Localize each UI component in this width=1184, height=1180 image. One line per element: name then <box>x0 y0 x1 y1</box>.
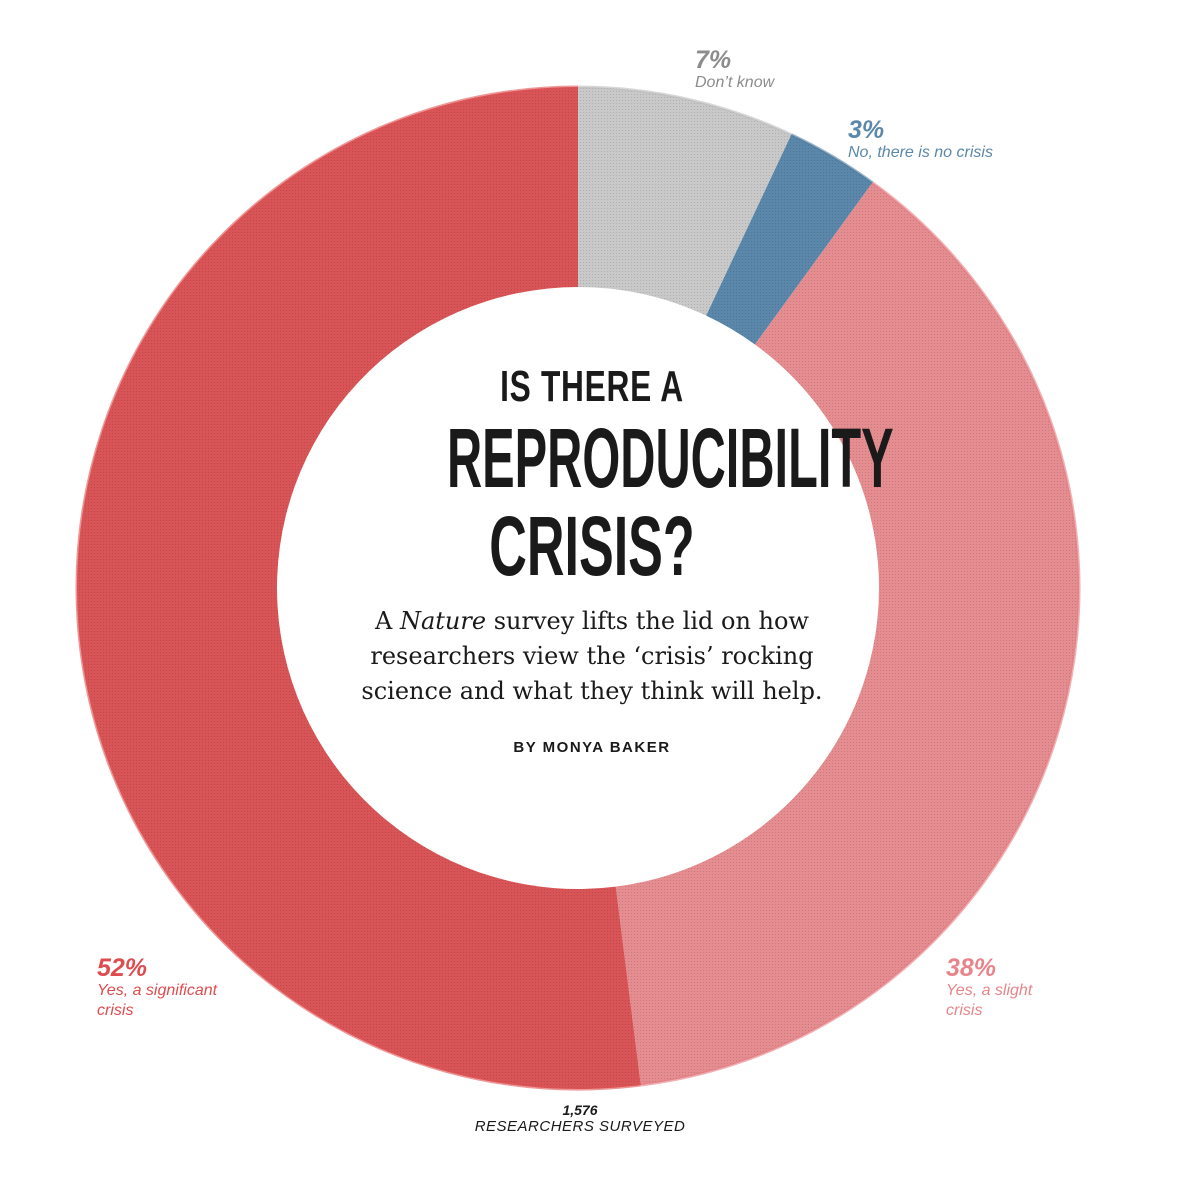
title-line-2: REPRODUCIBILITY <box>447 411 894 505</box>
byline: BY MONYA BAKER <box>513 739 671 756</box>
title-line-3: CRISIS? <box>489 499 695 593</box>
dek-italic: Nature <box>399 607 487 635</box>
no-crisis-text: No, there is no crisis <box>848 144 993 161</box>
dek-prefix: A <box>375 607 400 635</box>
slice-no-crisis-texture <box>706 134 873 345</box>
slice-significant-crisis-texture <box>77 87 641 1089</box>
slight-crisis-percent: 38% <box>946 954 997 982</box>
no-crisis-percent: 3% <box>848 116 885 144</box>
slice-slight-crisis-texture <box>615 182 1079 1086</box>
dont-know-percent: 7% <box>695 46 732 74</box>
title-line-1: IS THERE A <box>500 362 684 411</box>
slice-dont-know-texture <box>578 87 792 316</box>
slice-dont-know-edge <box>577 85 792 137</box>
slice-significant-crisis-edge <box>75 85 641 1091</box>
dont-know-text: Don’t know <box>695 74 775 91</box>
respondent-label: RESEARCHERS SURVEYED <box>474 1118 686 1135</box>
slight-crisis-text: Yes, a slight crisis <box>946 982 1033 1019</box>
dek-text: A Nature survey lifts the lid on how res… <box>342 604 842 709</box>
respondent-total: 1,576 RESEARCHERS SURVEYED <box>440 1102 720 1136</box>
label-significant-crisis: 52% Yes, a significant crisis <box>97 956 247 1021</box>
slice-no-crisis-edge <box>790 133 874 184</box>
center-headline-block: IS THERE A REPRODUCIBILITY CRISIS? A Nat… <box>342 360 894 756</box>
significant-crisis-percent: 52% <box>97 954 148 982</box>
respondent-count: 1,576 <box>562 1102 598 1118</box>
label-no-crisis: 3% No, there is no crisis <box>848 118 993 163</box>
label-dont-know: 7% Don’t know <box>695 48 774 93</box>
label-slight-crisis: 38% Yes, a slight crisis <box>946 956 1066 1021</box>
slice-slight-crisis-edge <box>640 181 1081 1087</box>
dek-suffix: survey lifts the lid on how researchers … <box>361 607 823 705</box>
significant-crisis-text: Yes, a significant crisis <box>97 982 218 1019</box>
